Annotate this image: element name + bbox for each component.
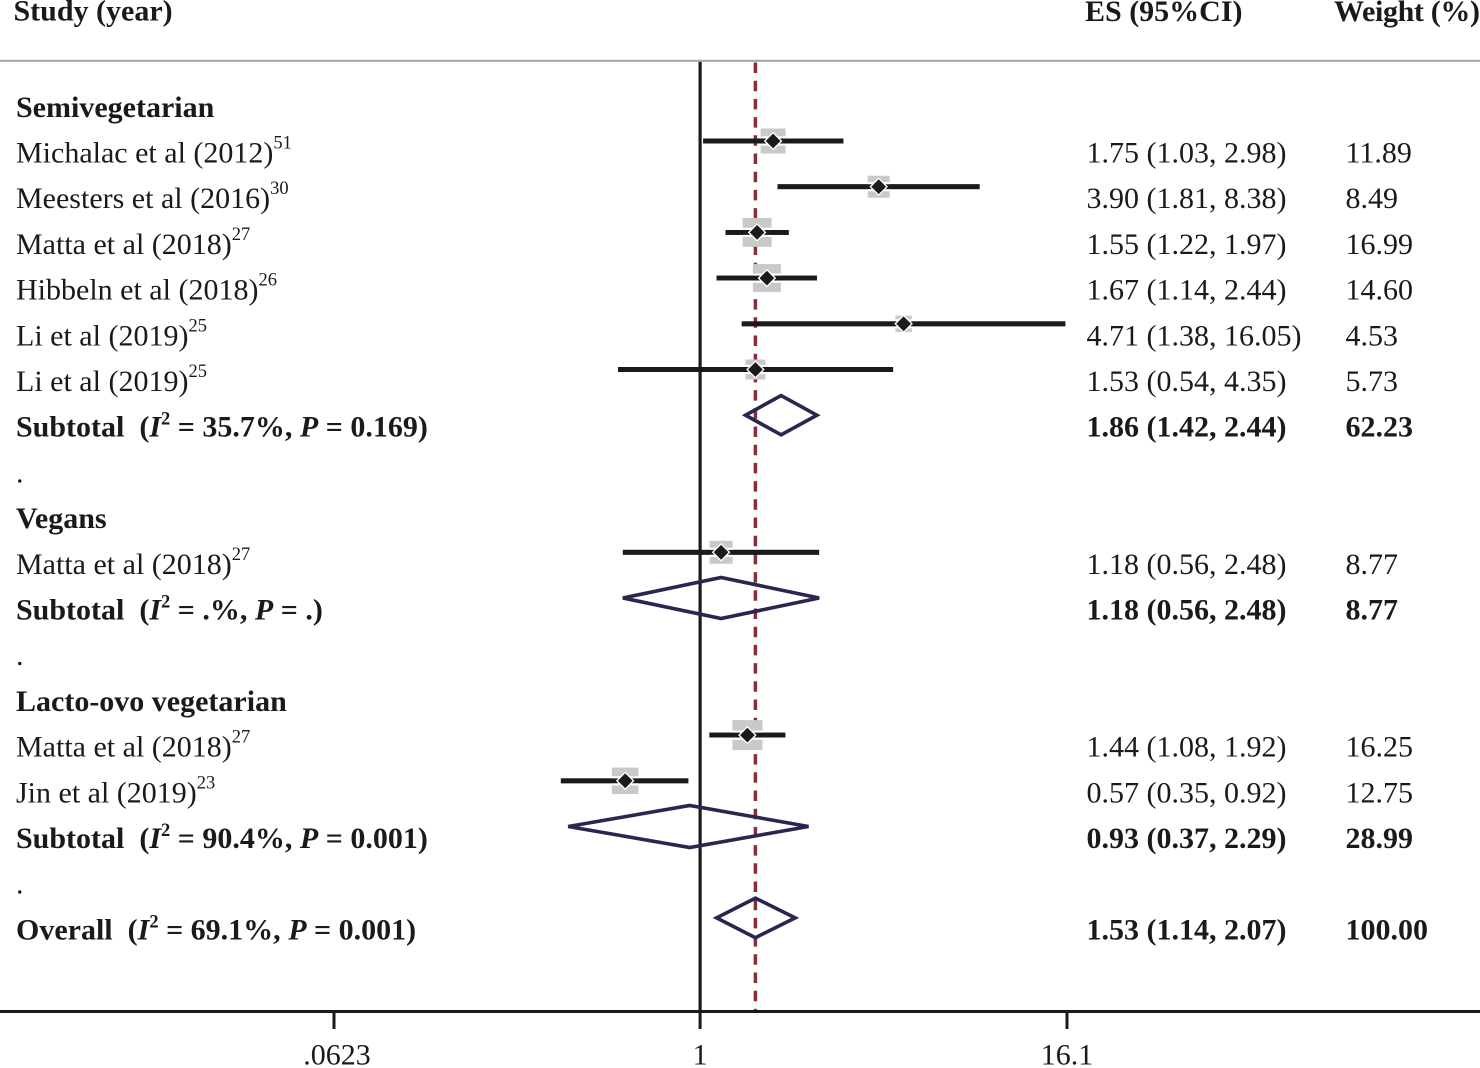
svg-text:Michalac et al (2012)51: Michalac et al (2012)51	[16, 134, 292, 170]
svg-text:Matta et al (2018)27: Matta et al (2018)27	[16, 225, 250, 261]
svg-text:Li et al (2019)25: Li et al (2019)25	[16, 362, 207, 398]
svg-text:8.77: 8.77	[1346, 548, 1399, 581]
svg-text:.: .	[16, 639, 24, 672]
svg-text:Li et al (2019)25: Li et al (2019)25	[16, 316, 207, 352]
svg-text:16.25: 16.25	[1346, 731, 1414, 764]
svg-text:1.18 (0.56, 2.48): 1.18 (0.56, 2.48)	[1087, 548, 1287, 581]
svg-text:Hibbeln et al (2018)26: Hibbeln et al (2018)26	[16, 271, 277, 307]
svg-text:28.99: 28.99	[1346, 822, 1414, 855]
svg-text:Weight (%): Weight (%)	[1334, 0, 1480, 28]
svg-text:100.00: 100.00	[1346, 913, 1429, 946]
svg-text:5.73: 5.73	[1346, 365, 1399, 398]
svg-text:16.99: 16.99	[1346, 228, 1414, 261]
svg-text:Subtotal (I2 = 90.4%, P = 0.0: Subtotal (I2 = 90.4%, P = 0.001)	[16, 821, 428, 855]
svg-text:Vegans: Vegans	[16, 502, 107, 535]
svg-text:1: 1	[693, 1039, 708, 1068]
svg-text:8.77: 8.77	[1346, 594, 1399, 627]
svg-text:Jin et al (2019)23: Jin et al (2019)23	[16, 773, 215, 809]
svg-text:1.75 (1.03, 2.98): 1.75 (1.03, 2.98)	[1087, 137, 1287, 170]
svg-text:0.93 (0.37, 2.29): 0.93 (0.37, 2.29)	[1087, 822, 1287, 855]
svg-text:1.55 (1.22, 1.97): 1.55 (1.22, 1.97)	[1087, 228, 1287, 261]
svg-text:Semivegetarian: Semivegetarian	[16, 91, 215, 124]
svg-text:Subtotal (I2 = .%, P = .): Subtotal (I2 = .%, P = .)	[16, 593, 323, 627]
svg-text:Lacto-ovo vegetarian: Lacto-ovo vegetarian	[16, 685, 287, 718]
svg-text:1.67 (1.14, 2.44): 1.67 (1.14, 2.44)	[1087, 274, 1287, 307]
svg-text:1.53 (0.54, 4.35): 1.53 (0.54, 4.35)	[1087, 365, 1287, 398]
svg-text:.0623: .0623	[303, 1039, 371, 1068]
svg-text:1.86 (1.42, 2.44): 1.86 (1.42, 2.44)	[1087, 411, 1287, 444]
svg-text:Subtotal (I2 = 35.7%, P = 0.1: Subtotal (I2 = 35.7%, P = 0.169)	[16, 410, 428, 444]
svg-text:1.44 (1.08, 1.92): 1.44 (1.08, 1.92)	[1087, 731, 1287, 764]
svg-text:.: .	[16, 456, 24, 489]
svg-text:1.53 (1.14, 2.07): 1.53 (1.14, 2.07)	[1087, 913, 1287, 946]
svg-text:4.71 (1.38, 16.05): 4.71 (1.38, 16.05)	[1087, 319, 1302, 352]
svg-text:3.90 (1.81, 8.38): 3.90 (1.81, 8.38)	[1087, 182, 1287, 215]
svg-text:62.23: 62.23	[1346, 411, 1414, 444]
svg-text:Overall (I2 = 69.1%, P = 0.00: Overall (I2 = 69.1%, P = 0.001)	[16, 912, 416, 946]
svg-text:Matta et al (2018)27: Matta et al (2018)27	[16, 545, 250, 581]
svg-text:16.1: 16.1	[1041, 1039, 1094, 1068]
svg-text:Matta et al (2018)27: Matta et al (2018)27	[16, 728, 250, 764]
svg-text:Meesters et al (2016)30: Meesters et al (2016)30	[16, 179, 289, 215]
svg-text:0.57 (0.35, 0.92): 0.57 (0.35, 0.92)	[1087, 776, 1287, 809]
svg-text:1.18 (0.56, 2.48): 1.18 (0.56, 2.48)	[1087, 594, 1287, 627]
svg-text:4.53: 4.53	[1346, 319, 1399, 352]
svg-text:ES (95%CI): ES (95%CI)	[1085, 0, 1243, 28]
svg-text:11.89: 11.89	[1346, 137, 1412, 170]
svg-text:12.75: 12.75	[1346, 776, 1414, 809]
svg-text:Study (year): Study (year)	[14, 0, 173, 28]
svg-text:14.60: 14.60	[1346, 274, 1414, 307]
svg-text:.: .	[16, 868, 24, 901]
svg-text:8.49: 8.49	[1346, 182, 1399, 215]
